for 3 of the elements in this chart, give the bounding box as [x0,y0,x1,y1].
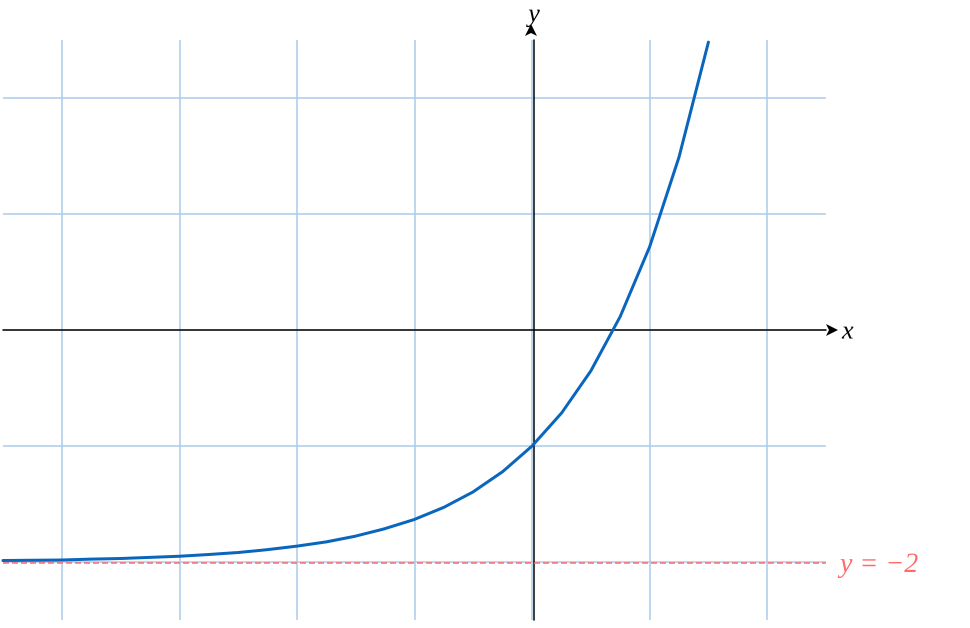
y-axis-title: y [525,0,540,28]
x-axis-title: x [841,316,854,344]
text: y = −2 [837,548,918,579]
